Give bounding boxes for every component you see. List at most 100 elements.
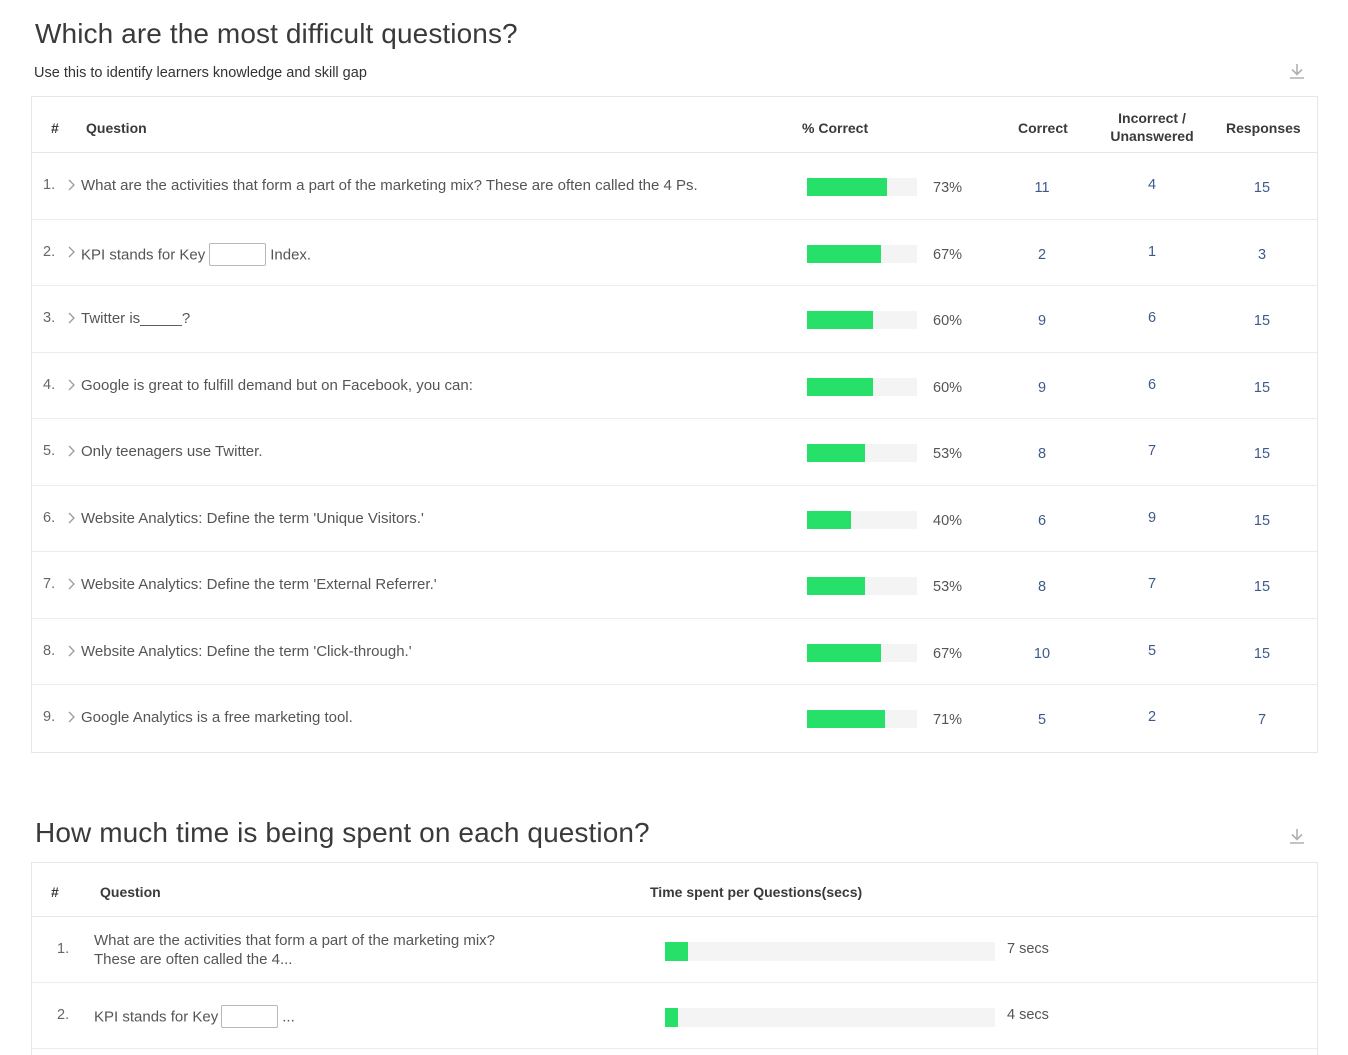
table-row[interactable]: 1. What are the activities that form a pa… <box>32 153 1317 220</box>
table-row[interactable]: 7. Website Analytics: Define the term 'Ex… <box>32 552 1317 619</box>
percent-correct-bar-fill <box>807 710 886 728</box>
percent-correct-value: 71% <box>933 712 963 728</box>
table-row[interactable]: 4. Google is great to fulfill demand but … <box>32 353 1317 419</box>
chevron-right-icon[interactable] <box>67 710 76 724</box>
responses-count[interactable]: 15 <box>1253 446 1271 462</box>
percent-correct-bar-fill <box>807 178 888 196</box>
percent-correct-bar <box>807 510 917 529</box>
percent-correct-bar-fill <box>807 311 873 329</box>
table-body: 1. What are the activities that form a pa… <box>32 153 1317 752</box>
question-label: Google is great to fulfill demand but on… <box>81 376 473 394</box>
question-text[interactable]: Website Analytics: Define the term 'Exte… <box>81 576 437 593</box>
chevron-right-icon[interactable] <box>67 245 76 259</box>
percent-correct-value: 53% <box>933 579 963 595</box>
percent-correct-value: 60% <box>933 313 963 329</box>
responses-count[interactable]: 15 <box>1253 379 1271 396</box>
correct-count[interactable]: 9 <box>1037 313 1047 329</box>
incorrect-count[interactable]: 4 <box>1147 177 1157 193</box>
percent-correct-bar <box>807 244 917 263</box>
correct-count[interactable]: 6 <box>1037 512 1047 529</box>
responses-count[interactable]: 3 <box>1257 246 1267 263</box>
chevron-right-icon[interactable] <box>67 444 76 458</box>
correct-count[interactable]: 8 <box>1037 579 1047 595</box>
percent-correct-value: 67% <box>933 246 963 263</box>
percent-correct-bar <box>807 710 917 728</box>
time-spent-bar-fill <box>665 942 689 961</box>
chevron-right-icon[interactable] <box>67 511 76 525</box>
incorrect-count[interactable]: 1 <box>1147 243 1157 260</box>
question-text[interactable]: Website Analytics: Define the term 'Clic… <box>81 643 412 660</box>
percent-correct-bar <box>807 444 917 462</box>
incorrect-count[interactable]: 6 <box>1147 376 1157 393</box>
incorrect-count[interactable]: 7 <box>1147 443 1157 459</box>
question-text[interactable]: Twitter is_____? <box>81 310 190 327</box>
question-text[interactable]: Website Analytics: Define the term 'Uniq… <box>81 510 424 527</box>
incorrect-count[interactable]: 9 <box>1147 509 1157 526</box>
chevron-right-icon[interactable] <box>67 644 76 658</box>
responses-count[interactable]: 15 <box>1253 512 1271 529</box>
incorrect-count[interactable]: 6 <box>1147 310 1157 326</box>
header-responses[interactable]: Responses <box>1226 120 1301 136</box>
question-label-after: Index. <box>270 245 312 263</box>
percent-correct-bar <box>807 377 917 396</box>
percent-correct-bar-fill <box>807 444 866 462</box>
table-row[interactable]: 8. Website Analytics: Define the term 'Cl… <box>32 619 1317 685</box>
download-icon[interactable] <box>1287 826 1307 846</box>
header-correct[interactable]: Correct <box>1018 120 1068 136</box>
row-number: 8. <box>43 642 56 659</box>
header-incorrect-unanswered[interactable]: Incorrect / Unanswered <box>1102 109 1202 145</box>
table-row[interactable]: 9. Google Analytics is a free marketing t… <box>32 685 1317 752</box>
percent-correct-value: 53% <box>933 446 963 462</box>
correct-count[interactable]: 8 <box>1037 446 1047 462</box>
incorrect-count[interactable]: 2 <box>1147 709 1157 725</box>
percent-correct-value: 73% <box>933 180 963 196</box>
row-number: 2. <box>43 243 56 260</box>
table-row[interactable]: 2. KPI stands for Key Index. 67% 2 1 3 <box>32 220 1317 286</box>
responses-count[interactable]: 15 <box>1253 579 1271 595</box>
responses-count[interactable]: 15 <box>1253 313 1271 329</box>
question-label: Google Analytics is a free marketing too… <box>81 709 353 726</box>
row-number: 1. <box>57 941 70 957</box>
correct-count[interactable]: 10 <box>1033 645 1051 662</box>
responses-count[interactable]: 15 <box>1253 645 1271 662</box>
question-label: Website Analytics: Define the term 'Exte… <box>81 576 437 593</box>
time-spent-bar <box>665 1008 995 1027</box>
chevron-right-icon[interactable] <box>67 178 76 192</box>
download-icon[interactable] <box>1287 61 1307 81</box>
chevron-right-icon[interactable] <box>67 378 76 392</box>
row-number: 5. <box>43 443 56 459</box>
header-question: Question <box>100 884 161 900</box>
incorrect-count[interactable]: 5 <box>1147 642 1157 659</box>
table-header: # Question Time spent per Questions(secs… <box>32 863 1317 917</box>
time-spent-bar <box>665 942 995 961</box>
table-row[interactable]: 1. What are the activities that form a pa… <box>32 917 1317 983</box>
table-row[interactable]: 6. Website Analytics: Define the term 'Un… <box>32 486 1317 552</box>
header-incorrect-line2: Unanswered <box>1110 128 1194 144</box>
percent-correct-bar <box>807 643 917 662</box>
header-percent-correct[interactable]: % Correct <box>802 120 869 136</box>
question-label-after: ... <box>282 1008 295 1026</box>
question-text[interactable]: Google Analytics is a free marketing too… <box>81 709 353 726</box>
correct-count[interactable]: 9 <box>1037 379 1047 396</box>
question-text[interactable]: What are the activities that form a part… <box>81 177 698 194</box>
responses-count[interactable]: 7 <box>1257 712 1267 728</box>
table-row[interactable]: 2. KPI stands for Key... 4 secs <box>32 983 1317 1049</box>
difficult-questions-table: # Question % Correct Correct Incorrect /… <box>31 96 1318 753</box>
responses-count[interactable]: 15 <box>1253 180 1271 196</box>
correct-count[interactable]: 5 <box>1037 712 1047 728</box>
incorrect-count[interactable]: 7 <box>1147 576 1157 592</box>
percent-correct-bar <box>807 178 917 196</box>
header-question[interactable]: Question <box>86 120 147 136</box>
chevron-right-icon[interactable] <box>67 311 76 325</box>
correct-count[interactable]: 2 <box>1037 246 1047 263</box>
percent-correct-bar <box>807 577 917 595</box>
table-row[interactable]: 3. Twitter is_____? 60% 9 6 15 <box>32 286 1317 353</box>
chevron-right-icon[interactable] <box>67 577 76 591</box>
correct-count[interactable]: 11 <box>1034 180 1050 196</box>
question-text[interactable]: Only teenagers use Twitter. <box>81 443 263 460</box>
question-text[interactable]: Google is great to fulfill demand but on… <box>81 377 473 394</box>
question-label: Twitter is_____? <box>81 310 191 327</box>
question-text[interactable]: KPI stands for Key Index. <box>81 242 312 267</box>
table-row[interactable]: 5. Only teenagers use Twitter. 53% 8 7 15 <box>32 419 1317 486</box>
question-label: What are the activities that form a part… <box>81 177 698 194</box>
